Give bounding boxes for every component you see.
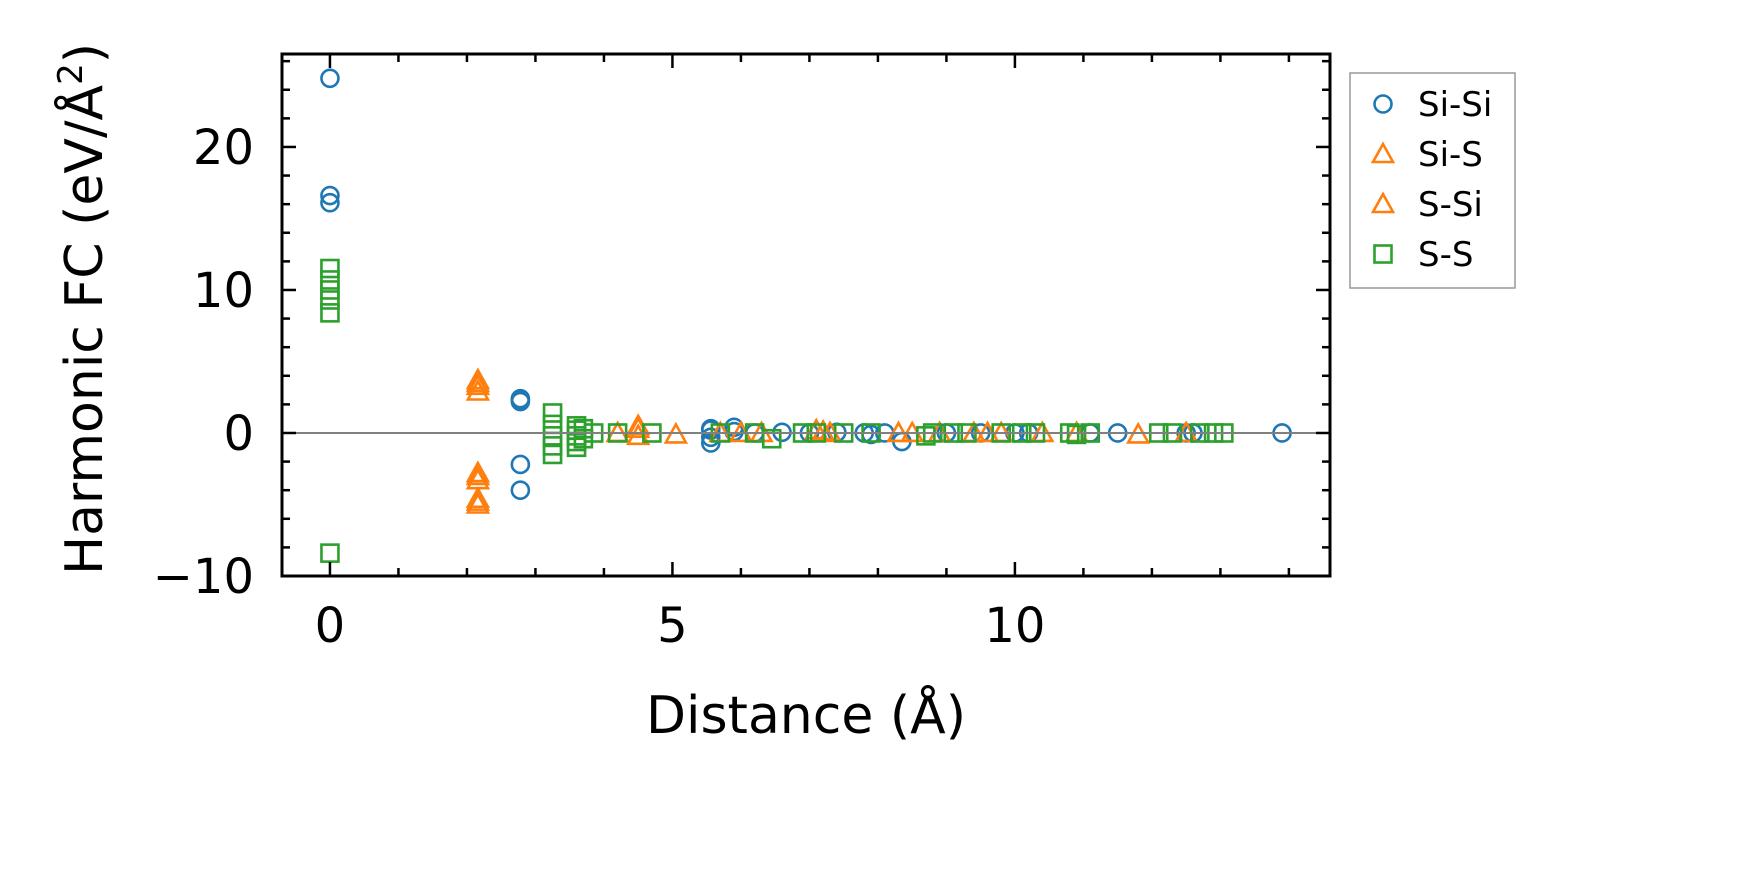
data-point xyxy=(542,444,563,465)
data-marks xyxy=(320,68,1292,563)
y-tick-label: 10 xyxy=(193,263,254,319)
data-point xyxy=(510,390,531,410)
data-point xyxy=(542,426,563,446)
x-axis-label: Distance (Å) xyxy=(646,684,966,746)
data-point xyxy=(320,185,340,206)
y-tick-label: −10 xyxy=(153,549,254,605)
axes: 0 5 10 −10 0 10 20 Distance (Å) Harmonic FC (eV/… xyxy=(51,43,1332,746)
data-point xyxy=(916,426,936,446)
data-point xyxy=(573,428,594,449)
data-point xyxy=(465,460,491,483)
legend-marker-si-si xyxy=(1373,94,1393,114)
plot-frame xyxy=(280,52,1332,578)
legend-marker-si-s xyxy=(1370,141,1396,164)
data-point xyxy=(573,418,594,439)
data-point xyxy=(465,367,491,390)
data-point xyxy=(761,428,782,449)
data-point xyxy=(510,480,531,500)
x-tick-label: 5 xyxy=(657,598,688,654)
legend-marker-s-si xyxy=(1370,191,1396,214)
data-point xyxy=(542,403,563,423)
data-point xyxy=(810,418,836,441)
legend-label-s-si: S-Si xyxy=(1418,185,1483,225)
data-point xyxy=(320,192,340,213)
data-point xyxy=(465,488,491,511)
x-tick-label: 10 xyxy=(984,598,1045,654)
y-axis-label-main: Harmonic FC (eV/Å xyxy=(53,84,115,575)
data-point xyxy=(510,454,531,475)
data-point xyxy=(320,543,340,563)
x-tick-label: 0 xyxy=(315,598,346,654)
data-point xyxy=(1066,424,1087,445)
legend: Si-Si Si-S S-Si S-S xyxy=(1349,72,1516,289)
y-tick-label: 20 xyxy=(193,120,254,176)
y-axis-label: Harmonic FC (eV/Å2) xyxy=(51,43,115,575)
legend-marker-s-s xyxy=(1373,244,1393,264)
y-axis-label-superscript: 2 xyxy=(51,63,91,85)
legend-label-s-s: S-S xyxy=(1418,235,1473,275)
data-point xyxy=(465,463,491,486)
data-point xyxy=(320,258,340,279)
data-point xyxy=(320,290,340,310)
data-point xyxy=(320,270,340,290)
legend-label-si-si: Si-Si xyxy=(1418,85,1492,125)
data-point xyxy=(320,280,340,300)
data-point xyxy=(465,373,491,396)
data-point xyxy=(320,68,340,89)
data-point xyxy=(465,370,491,393)
data-point xyxy=(320,303,340,323)
legend-label-si-s: Si-S xyxy=(1418,135,1483,175)
data-point xyxy=(542,414,563,435)
data-point xyxy=(465,491,491,514)
y-tick-label: 0 xyxy=(223,406,254,462)
y-axis-label-end: ) xyxy=(55,43,115,63)
data-point xyxy=(465,486,491,509)
series-s-s xyxy=(320,258,1234,563)
